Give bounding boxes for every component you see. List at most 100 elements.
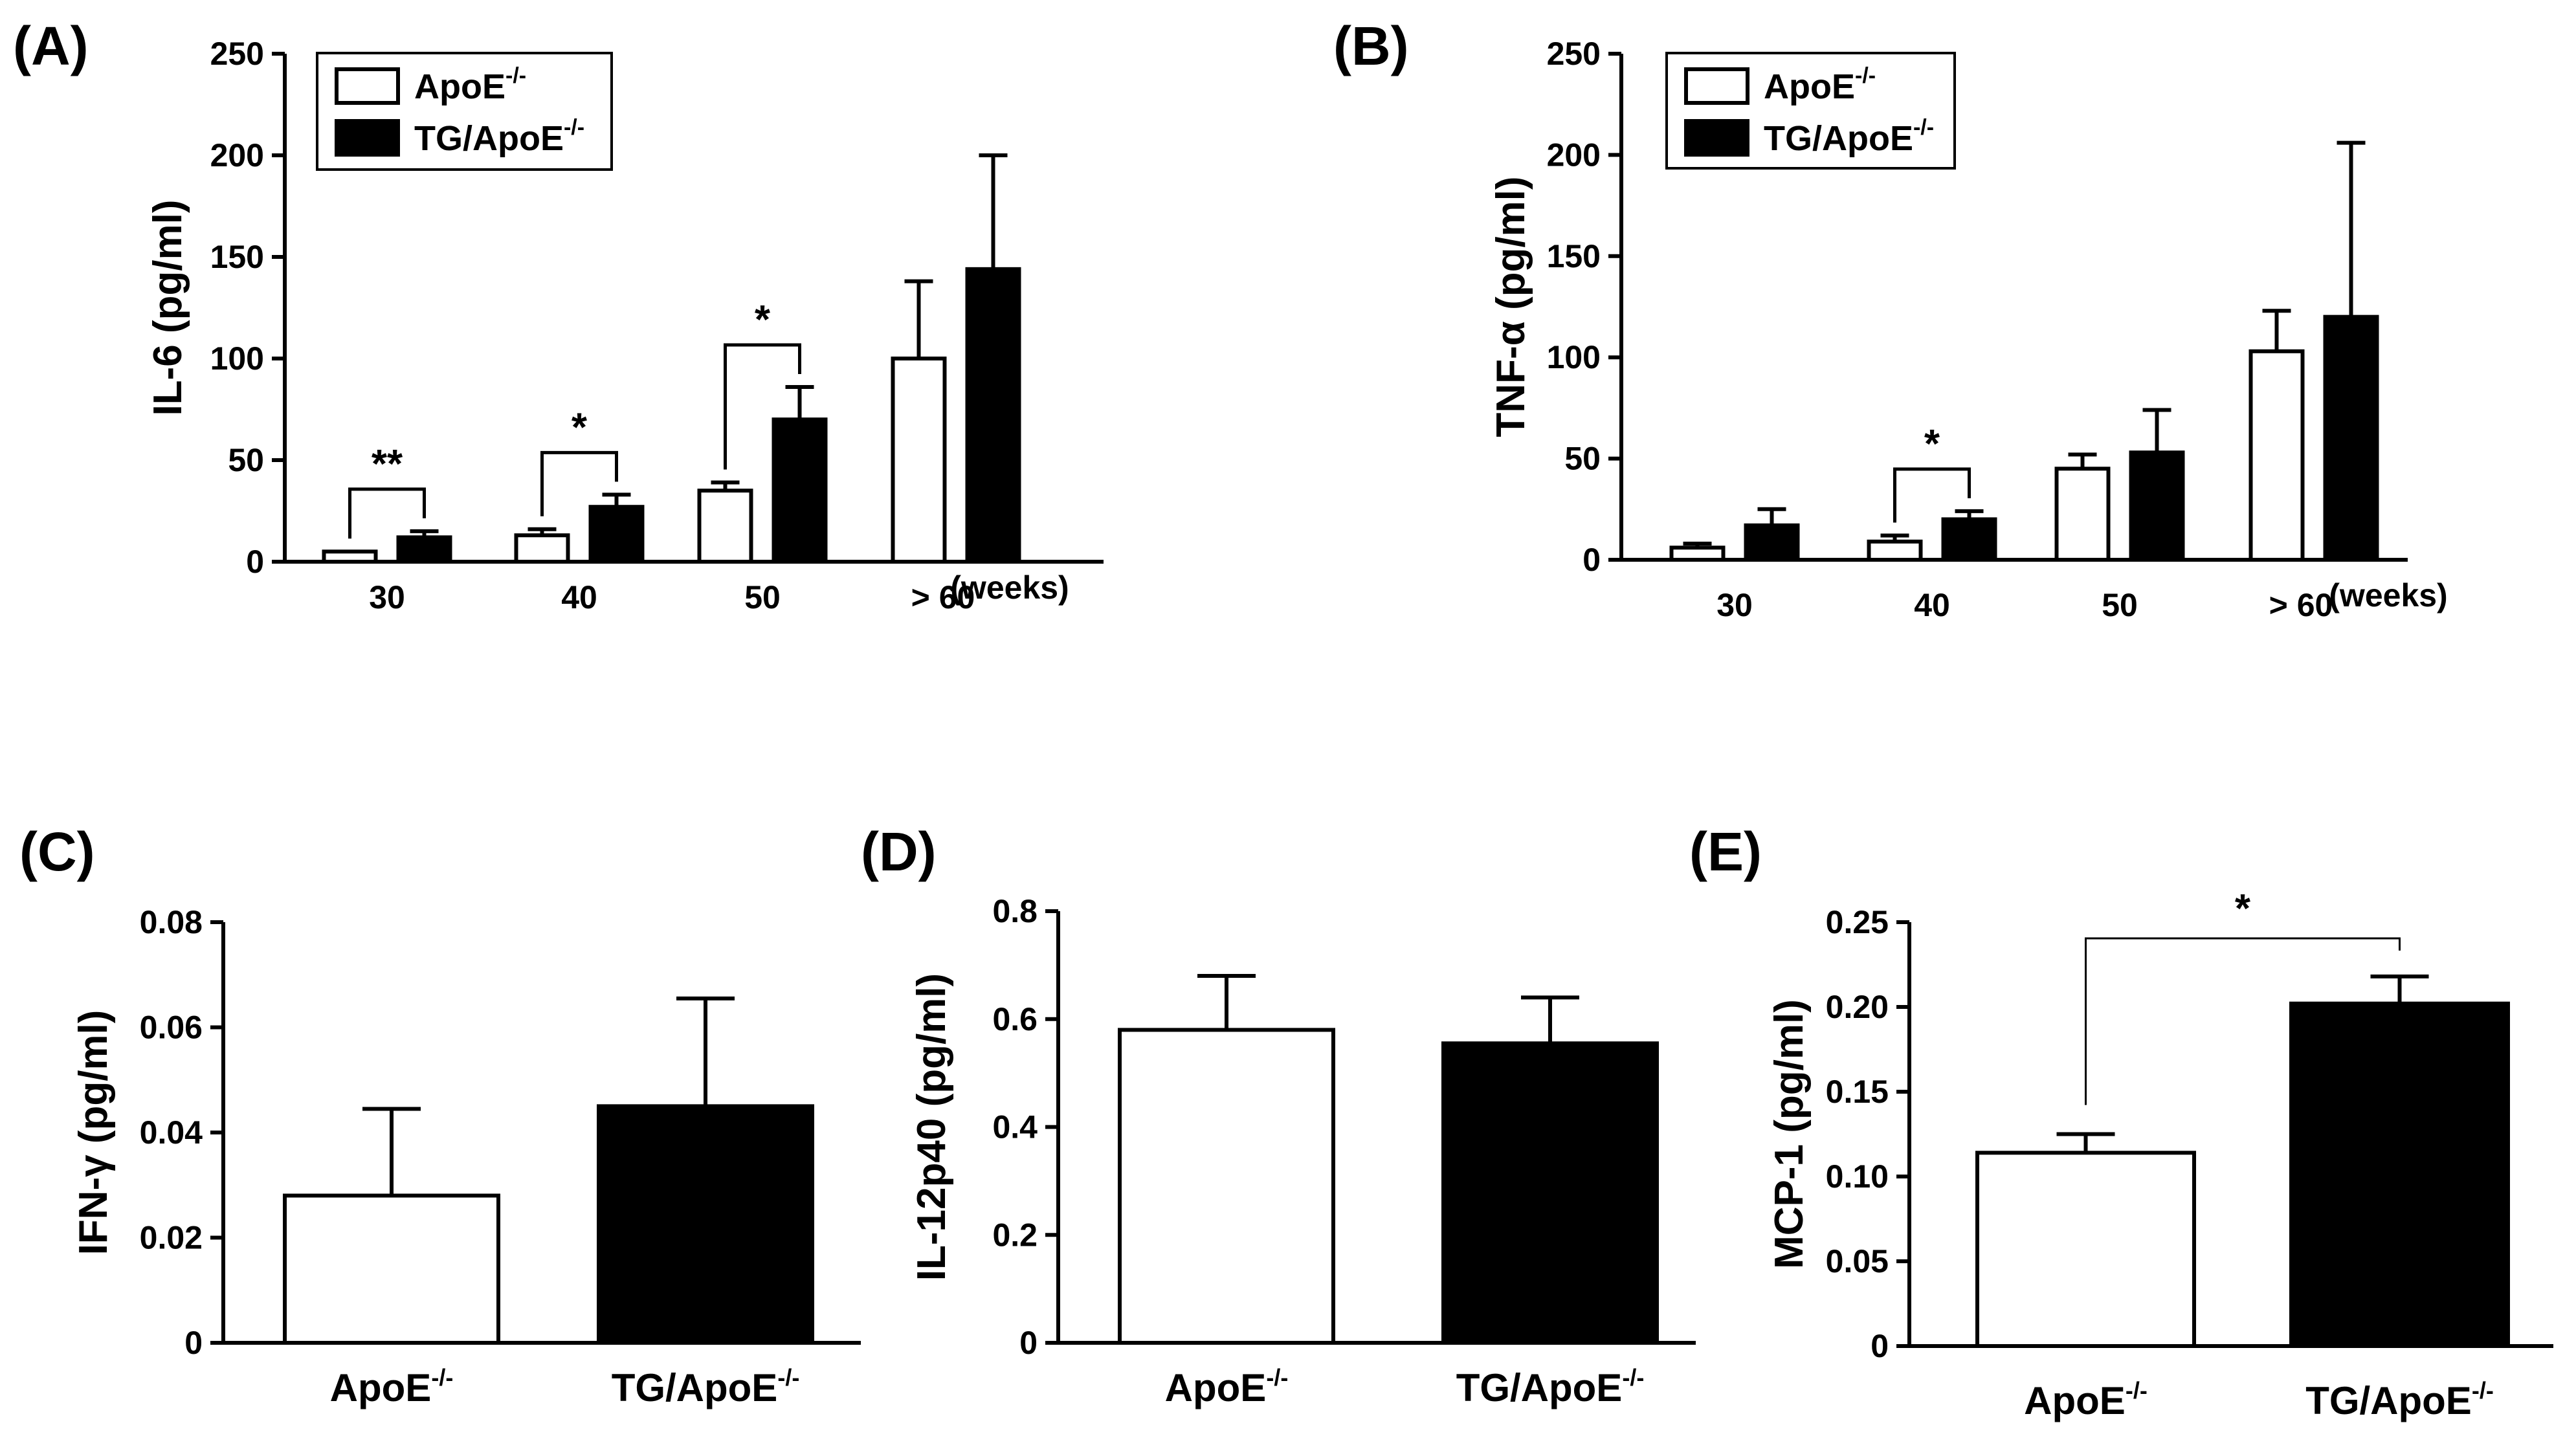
significance-label: * bbox=[755, 298, 771, 342]
panel-letter: (E) bbox=[1689, 821, 1762, 882]
legend-label-base: TG/ApoE bbox=[1764, 119, 1913, 158]
legend-label: TG/ApoE-/- bbox=[414, 115, 584, 158]
bar-tg-apoe-60 bbox=[2323, 315, 2379, 562]
legend-label-superscript: -/- bbox=[1913, 115, 1934, 140]
x-tick-label: > 60 bbox=[911, 579, 975, 615]
panel-letter: (D) bbox=[861, 821, 937, 882]
y-tick-label: 0.08 bbox=[140, 904, 203, 940]
bar-tg-apoe-30 bbox=[396, 535, 452, 564]
bar-tg-apoe-50 bbox=[772, 417, 828, 564]
x-tick-label-superscript: -/- bbox=[431, 1364, 453, 1391]
significance-label: * bbox=[2235, 887, 2251, 931]
bar-apoe-50 bbox=[2054, 467, 2111, 562]
bar-tg-apoe-30 bbox=[1744, 523, 1800, 562]
x-tick-label-base: TG/ApoE bbox=[2305, 1379, 2472, 1422]
legend-swatch bbox=[335, 119, 400, 157]
bar-tg-apoe bbox=[2289, 1001, 2510, 1348]
legend-label: ApoE-/- bbox=[414, 63, 526, 106]
y-tick-label: 0.6 bbox=[992, 1001, 1038, 1037]
panel-letter: (B) bbox=[1333, 16, 1409, 76]
significance-label: ** bbox=[372, 442, 403, 487]
x-tick-label-superscript: -/- bbox=[2472, 1377, 2494, 1404]
y-tick-label: 0.02 bbox=[140, 1220, 203, 1256]
y-tick-label: 0.15 bbox=[1826, 1074, 1889, 1110]
legend-label: ApoE-/- bbox=[1764, 63, 1876, 106]
legend-label-superscript: -/- bbox=[1855, 63, 1876, 88]
bar-apoe-30 bbox=[322, 549, 378, 564]
panel-b: (B) 0 50 100 150 200 250 TNF-α (pg/ml) 30 40 50 > 6… bbox=[1333, 16, 2448, 623]
x-tick-label: 30 bbox=[1716, 587, 1753, 623]
panel-d: (D)00.20.40.60.8IL-12p40 (pg/ml)ApoE-/- T… bbox=[861, 821, 1696, 1409]
y-tick-label: 0.04 bbox=[140, 1114, 203, 1151]
bar-apoe-50 bbox=[697, 489, 753, 564]
legend-label: TG/ApoE-/- bbox=[1764, 115, 1934, 158]
y-tick-label: 0.06 bbox=[140, 1010, 203, 1046]
legend-swatch bbox=[335, 67, 400, 105]
significance-bracket bbox=[540, 450, 618, 516]
y-tick-label: 0 bbox=[246, 544, 264, 580]
x-tick-label: 40 bbox=[561, 579, 597, 615]
y-axis-label: IL-12p40 (pg/ml) bbox=[909, 973, 954, 1281]
x-tick-label-superscript: -/- bbox=[2126, 1377, 2148, 1404]
x-axis-unit: (weeks) bbox=[950, 569, 1069, 606]
y-tick-label: 250 bbox=[1547, 36, 1601, 72]
legend: ApoE-/-TG/ApoE-/- bbox=[316, 52, 613, 171]
y-tick-label: 50 bbox=[1564, 441, 1601, 477]
panel-letter: (C) bbox=[19, 821, 95, 882]
y-tick-label: 0 bbox=[1582, 542, 1601, 578]
significance-bracket bbox=[724, 343, 801, 470]
x-tick-label: ApoE-/- bbox=[330, 1364, 454, 1409]
panel-e: (E) 0 0.05 0.10 0.15 0.20 0.25 MCP-1 (pg/ml) Apo… bbox=[1689, 821, 2553, 1422]
bar-tg-apoe-50 bbox=[2129, 450, 2185, 562]
bar-apoe bbox=[1975, 1151, 2196, 1348]
y-tick-label: 100 bbox=[1547, 339, 1601, 375]
significance-label: * bbox=[572, 405, 588, 450]
bar-apoe-40 bbox=[1867, 539, 1923, 562]
panel-letter: (A) bbox=[13, 16, 89, 76]
legend-label-superscript: -/- bbox=[505, 63, 526, 88]
x-tick-label-base: ApoE bbox=[330, 1366, 432, 1409]
legend-label-base: ApoE bbox=[1764, 67, 1855, 106]
y-tick-label: 0.4 bbox=[992, 1109, 1038, 1145]
y-tick-label: 0.10 bbox=[1826, 1158, 1889, 1195]
significance-bracket bbox=[1893, 467, 1971, 523]
bar-apoe-60 bbox=[891, 357, 947, 564]
y-tick-label: 200 bbox=[210, 137, 264, 173]
legend-label-superscript: -/- bbox=[564, 115, 584, 140]
bar-tg-apoe-40 bbox=[1941, 517, 1997, 562]
y-tick-label: 0.8 bbox=[992, 893, 1038, 929]
x-tick-label-base: TG/ApoE bbox=[612, 1366, 778, 1409]
bar-apoe bbox=[1118, 1028, 1335, 1345]
bar-tg-apoe-40 bbox=[588, 505, 645, 564]
x-tick-label: TG/ApoE-/- bbox=[2305, 1377, 2494, 1422]
x-tick-label-base: TG/ApoE bbox=[1456, 1366, 1623, 1409]
x-tick-label: TG/ApoE-/- bbox=[1456, 1364, 1645, 1409]
legend-swatch bbox=[1684, 67, 1749, 105]
bar-apoe-30 bbox=[1669, 546, 1726, 562]
x-tick-label: 40 bbox=[1914, 587, 1950, 623]
y-tick-label: 0.2 bbox=[992, 1217, 1038, 1253]
y-tick-label: 0.05 bbox=[1826, 1243, 1889, 1279]
x-tick-label: ApoE-/- bbox=[1165, 1364, 1289, 1409]
bar-apoe-40 bbox=[514, 533, 570, 564]
legend-swatch bbox=[1684, 119, 1749, 157]
y-tick-label: 50 bbox=[228, 442, 264, 478]
y-tick-label: 0.25 bbox=[1826, 904, 1889, 940]
x-tick-label-base: ApoE bbox=[2024, 1379, 2126, 1422]
significance-label: * bbox=[1924, 422, 1940, 467]
panel-a: (A) 0 50 100 150 200 250 IL-6 (pg/ml) 30 40 50 > 60… bbox=[13, 16, 1104, 615]
y-tick-label: 0 bbox=[184, 1325, 203, 1361]
x-tick-label-superscript: -/- bbox=[1266, 1364, 1288, 1391]
legend: ApoE-/-TG/ApoE-/- bbox=[1665, 52, 1956, 170]
x-tick-label: > 60 bbox=[2269, 587, 2333, 623]
bar-apoe-60 bbox=[2248, 349, 2305, 562]
x-axis-unit: (weeks) bbox=[2329, 577, 2447, 613]
y-axis-label: MCP-1 (pg/ml) bbox=[1767, 999, 1812, 1269]
bar-tg-apoe bbox=[1441, 1041, 1659, 1345]
y-axis-label: IL-6 (pg/ml) bbox=[146, 199, 190, 415]
significance-bracket bbox=[348, 487, 426, 539]
legend-label-base: TG/ApoE bbox=[414, 119, 564, 158]
x-tick-label-superscript: -/- bbox=[1622, 1364, 1644, 1391]
y-tick-label: 100 bbox=[210, 340, 264, 377]
